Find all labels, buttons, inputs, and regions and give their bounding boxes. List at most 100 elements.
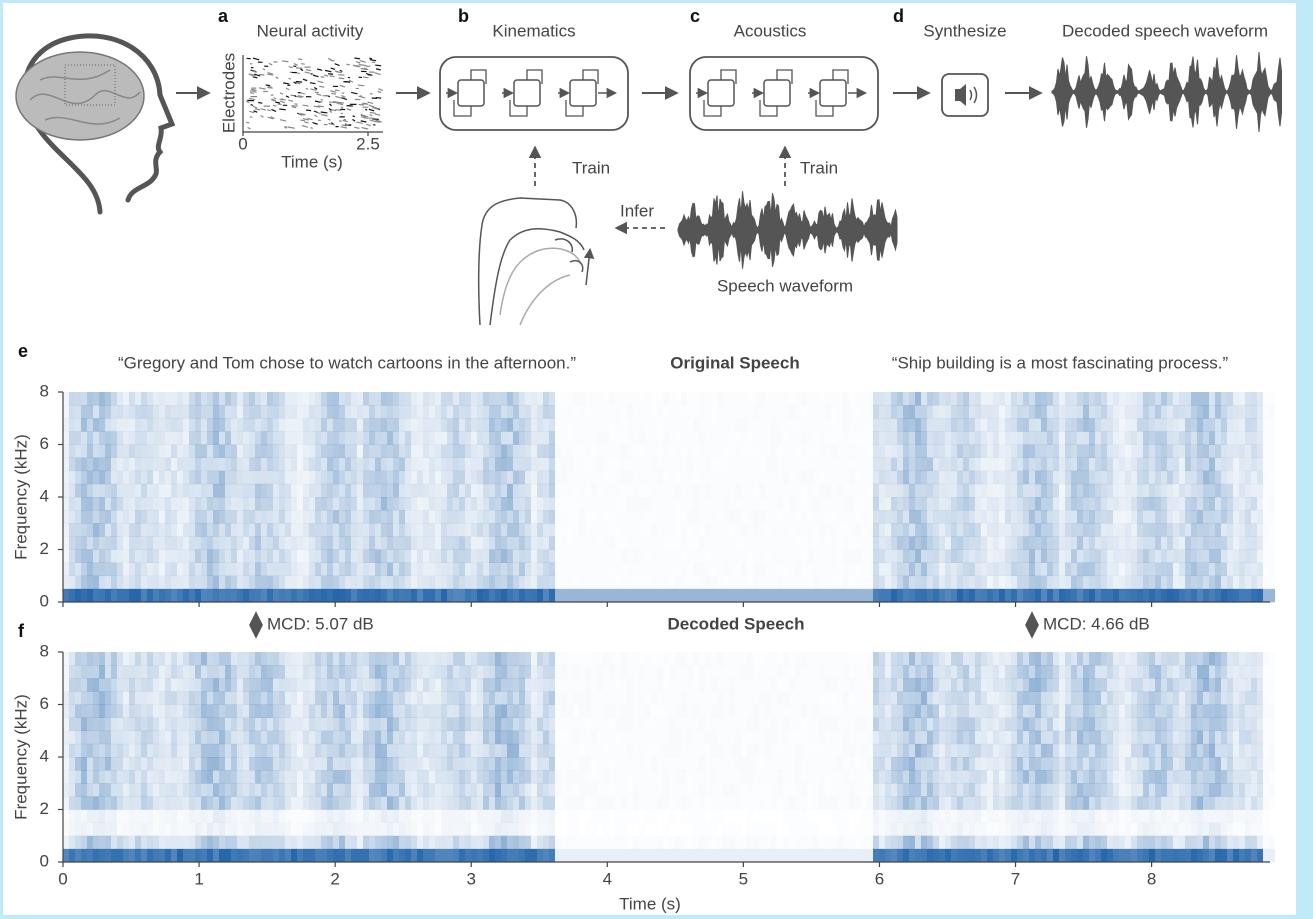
spectrogram-cell	[651, 510, 657, 523]
spectrogram-cell	[1035, 471, 1041, 484]
spectrogram-cell	[1173, 510, 1179, 523]
spectrogram-cell	[309, 731, 315, 744]
spectrogram-cell	[93, 458, 99, 471]
spectrogram-cell	[333, 589, 339, 602]
spectrogram-cell	[255, 392, 261, 405]
spectrogram-cell	[801, 576, 807, 589]
spectrogram-cell	[639, 576, 645, 589]
spectrogram-cell	[1023, 431, 1029, 444]
spectrogram-cell	[717, 510, 723, 523]
spectrogram-cell	[147, 484, 153, 497]
spectrogram-cell	[99, 718, 105, 731]
spectrogram-cell	[399, 458, 405, 471]
spectrogram-cell	[513, 823, 519, 836]
y-tick-label: 0	[40, 591, 49, 610]
spectrogram-cell	[375, 783, 381, 796]
spectrogram-cell	[507, 484, 513, 497]
spectrogram-cell	[81, 484, 87, 497]
spectrogram-cell	[369, 823, 375, 836]
spectrogram-cell	[1011, 589, 1017, 602]
raster-tick	[251, 105, 253, 106]
spectrogram-cell	[1041, 497, 1047, 510]
spectrogram-cell	[1089, 510, 1095, 523]
spectrogram-cell	[759, 418, 765, 431]
spectrogram-cell	[345, 705, 351, 718]
spectrogram-cell	[501, 550, 507, 563]
spectrogram-cell	[1125, 471, 1131, 484]
spectrogram-cell	[261, 458, 267, 471]
spectrogram-cell	[753, 471, 759, 484]
spectrogram-cell	[243, 471, 249, 484]
spectrogram-cell	[621, 458, 627, 471]
spectrogram-cell	[75, 576, 81, 589]
spectrogram-cell	[531, 757, 537, 770]
spectrogram-cell	[987, 445, 993, 458]
spectrogram-cell	[159, 563, 165, 576]
spectrogram-cell	[201, 563, 207, 576]
spectrogram-cell	[501, 431, 507, 444]
spectrogram-cell	[441, 431, 447, 444]
spectrogram-cell	[633, 536, 639, 549]
spectrogram-cell	[999, 471, 1005, 484]
spectrogram-cell	[369, 497, 375, 510]
spectrogram-cell	[825, 536, 831, 549]
spectrogram-cell	[111, 849, 117, 862]
spectrogram-cell	[669, 445, 675, 458]
spectrogram-cell	[129, 731, 135, 744]
spectrogram-cell	[477, 652, 483, 665]
spectrogram-cell	[1263, 392, 1269, 405]
spectrogram-cell	[423, 405, 429, 418]
spectrogram-cell	[171, 431, 177, 444]
spectrogram-cell	[231, 796, 237, 809]
spectrogram-cell	[99, 510, 105, 523]
spectrogram-cell	[855, 589, 861, 602]
spectrogram-cell	[165, 497, 171, 510]
spectrogram-cell	[273, 757, 279, 770]
spectrogram-cell	[453, 757, 459, 770]
spectrogram-cell	[819, 563, 825, 576]
spectrogram-cell	[579, 757, 585, 770]
spectrogram-cell	[141, 757, 147, 770]
spectrogram-cell	[213, 510, 219, 523]
spectrogram-cell	[1173, 484, 1179, 497]
spectrogram-cell	[375, 458, 381, 471]
spectrogram-cell	[663, 550, 669, 563]
spectrogram-cell	[141, 744, 147, 757]
spectrogram-cell	[1137, 576, 1143, 589]
spectrogram-cell	[99, 458, 105, 471]
spectrogram-cell	[537, 405, 543, 418]
spectrogram-cell	[117, 718, 123, 731]
spectrogram-cell	[141, 523, 147, 536]
spectrogram-cell	[1059, 458, 1065, 471]
spectrogram-cell	[471, 823, 477, 836]
spectrogram-cell	[141, 783, 147, 796]
spectrogram-cell	[363, 665, 369, 678]
spectrogram-cell	[687, 471, 693, 484]
spectrogram-cell	[1185, 523, 1191, 536]
spectrogram-cell	[105, 705, 111, 718]
spectrogram-cell	[459, 783, 465, 796]
spectrogram-cell	[915, 405, 921, 418]
spectrogram-cell	[237, 718, 243, 731]
spectrogram-cell	[483, 536, 489, 549]
spectrogram-cell	[1107, 563, 1113, 576]
spectrogram-cell	[525, 523, 531, 536]
spectrogram-cell	[381, 665, 387, 678]
spectrogram-cell	[969, 418, 975, 431]
spectrogram-cell	[357, 418, 363, 431]
spectrogram-cell	[723, 418, 729, 431]
spectrogram-cell	[753, 405, 759, 418]
spectrogram-cell	[771, 392, 777, 405]
spectrogram-cell	[327, 652, 333, 665]
spectrogram-cell	[1077, 431, 1083, 444]
spectrogram-cell	[1059, 418, 1065, 431]
spectrogram-cell	[519, 405, 525, 418]
spectrogram-cell	[459, 536, 465, 549]
spectrogram-cell	[573, 445, 579, 458]
spectrogram-cell	[195, 757, 201, 770]
spectrogram-cell	[255, 731, 261, 744]
spectrogram-cell	[465, 484, 471, 497]
spectrogram-cell	[63, 445, 69, 458]
spectrogram-cell	[807, 523, 813, 536]
spectrogram-cell	[303, 691, 309, 704]
